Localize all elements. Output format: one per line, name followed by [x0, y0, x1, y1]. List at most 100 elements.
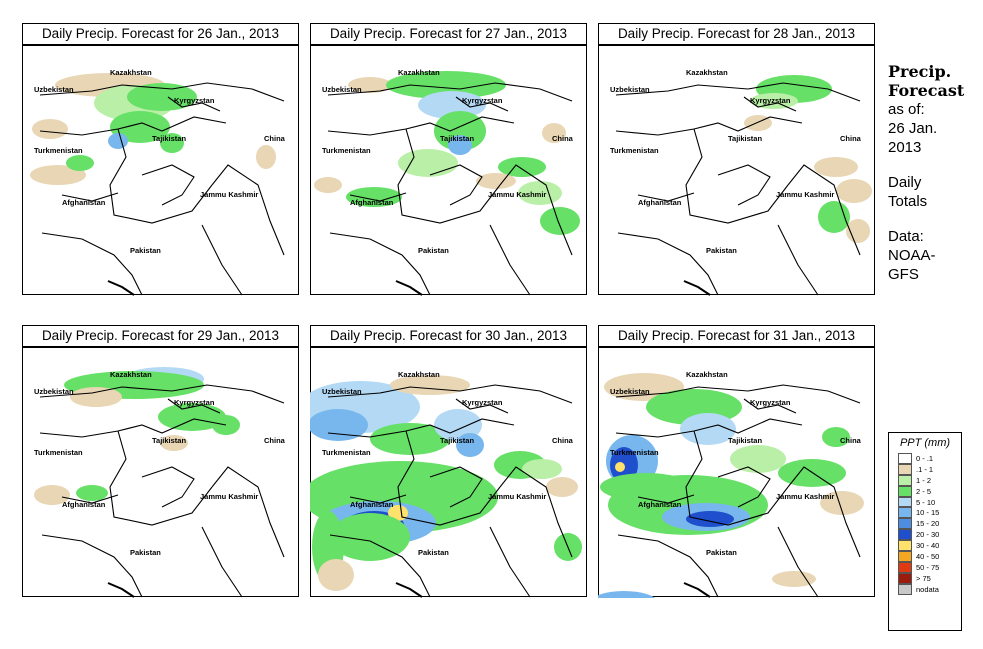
boundary-line: [397, 128, 501, 224]
boundary-line: [41, 232, 143, 296]
map-label: Afghanistan: [350, 198, 394, 207]
boundary-line: [787, 164, 861, 256]
map-label: Turkmenistan: [34, 146, 83, 155]
forecast-panel: Daily Precip. Forecast for 30 Jan., 2013…: [310, 325, 587, 598]
legend-title: PPT (mm): [899, 437, 951, 449]
panel-title: Daily Precip. Forecast for 31 Jan., 2013: [598, 325, 875, 347]
boundary-line: [39, 418, 227, 438]
boundary-line: [211, 466, 285, 558]
precip-area: [110, 111, 170, 143]
coastline: [395, 280, 423, 296]
boundary-line: [637, 494, 695, 504]
map-label: Afghanistan: [350, 500, 394, 509]
forecast-map: Kazakhstan Uzbekistan Kyrgyzstan Tajikistan…: [598, 45, 875, 296]
side-data-label: Data:: [888, 228, 924, 245]
map-label: Afghanistan: [638, 500, 682, 509]
legend-item: 20 - 30: [898, 529, 961, 541]
map-label: Jammu Kashmir: [776, 492, 834, 501]
precip-area: [836, 179, 872, 203]
legend-swatch: [898, 496, 912, 508]
boundary-line: [167, 96, 221, 112]
map-label: Tajikistan: [728, 436, 762, 445]
boundary-line: [201, 224, 243, 296]
forecast-panel: Daily Precip. Forecast for 26 Jan., 2013…: [22, 23, 299, 296]
legend-label: 2 - 5: [916, 486, 932, 496]
legend-label: 20 - 30: [916, 530, 940, 540]
map-label: China: [552, 134, 574, 143]
boundary-line: [211, 164, 285, 256]
forecast-map: Kazakhstan Uzbekistan Kyrgyzstan Tajikistan…: [598, 347, 875, 598]
legend-swatch: [898, 540, 912, 552]
boundary-line: [615, 82, 861, 102]
panel-title: Daily Precip. Forecast for 28 Jan., 2013: [598, 23, 875, 45]
precip-area: [822, 427, 850, 447]
map-label: Kyrgyzstan: [174, 96, 215, 105]
legend-swatch: [898, 583, 912, 595]
precip-area: [370, 423, 450, 455]
side-totals: Totals: [888, 193, 928, 210]
forecast-map: Kazakhstan Uzbekistan Kyrgyzstan Tajikistan…: [22, 347, 299, 598]
map-label: China: [840, 134, 862, 143]
map-label: Pakistan: [130, 548, 161, 557]
precip-area: [70, 387, 122, 407]
side-asof-year: 2013: [888, 139, 922, 156]
map-label: China: [264, 134, 286, 143]
legend-item: 5 - 10: [898, 496, 961, 508]
boundary-line: [61, 192, 119, 202]
boundary-line: [499, 466, 573, 558]
precip-area: [680, 413, 736, 445]
precip-area: [386, 71, 506, 99]
precip-area: [318, 559, 354, 591]
side-asof-label: as of:: [888, 101, 925, 118]
precip-area: [778, 459, 846, 487]
legend-label: .1 - 1: [916, 464, 934, 474]
precip-area: [476, 173, 516, 189]
map-label: Tajikistan: [728, 134, 762, 143]
forecast-map: Kazakhstan Uzbekistan Kyrgyzstan Tajikistan…: [22, 45, 299, 296]
map-label: Kyrgyzstan: [750, 96, 791, 105]
map-label: Jammu Kashmir: [488, 190, 546, 199]
map-label: Afghanistan: [638, 198, 682, 207]
boundary-line: [717, 164, 771, 206]
precip-area: [346, 187, 402, 207]
legend-swatch: [898, 507, 912, 519]
boundary-line: [167, 398, 221, 414]
map-label: Pakistan: [418, 548, 449, 557]
boundary-line: [349, 494, 407, 504]
precip-area: [160, 133, 184, 153]
legend-label: 5 - 10: [916, 497, 936, 507]
legend-label: 30 - 40: [916, 541, 940, 551]
legend-swatch: [898, 572, 912, 584]
map-label: Afghanistan: [62, 198, 106, 207]
forecast-panel: Daily Precip. Forecast for 27 Jan., 2013…: [310, 23, 587, 296]
map-label: Turkmenistan: [322, 146, 371, 155]
precip-area: [160, 435, 188, 451]
precip-area: [127, 83, 197, 111]
precip-area: [546, 477, 578, 497]
boundary-line: [615, 116, 803, 136]
map-label: China: [840, 436, 862, 445]
boundary-line: [429, 466, 483, 508]
map-label: Kazakhstan: [686, 68, 728, 77]
precip-area: [330, 513, 410, 561]
map-label: Kyrgyzstan: [462, 96, 503, 105]
map-label: Uzbekistan: [610, 85, 650, 94]
boundary-line: [489, 224, 531, 296]
boundary-line: [743, 398, 797, 414]
map-label: Jammu Kashmir: [776, 190, 834, 199]
boundary-line: [327, 82, 573, 102]
map-label: Uzbekistan: [322, 387, 362, 396]
boundary-line: [617, 232, 719, 296]
legend-item: 0 - .1: [898, 453, 961, 464]
boundary-line: [39, 116, 227, 136]
boundary-line: [329, 232, 431, 296]
map-label: Kyrgyzstan: [462, 398, 503, 407]
coastline: [683, 582, 711, 598]
map-label: Pakistan: [706, 548, 737, 557]
boundary-line: [617, 534, 719, 598]
map-label: Kazakhstan: [398, 68, 440, 77]
side-heading-1: Precip.: [888, 62, 952, 81]
map-label: Uzbekistan: [34, 85, 74, 94]
forecast-panel: Daily Precip. Forecast for 28 Jan., 2013…: [598, 23, 875, 296]
